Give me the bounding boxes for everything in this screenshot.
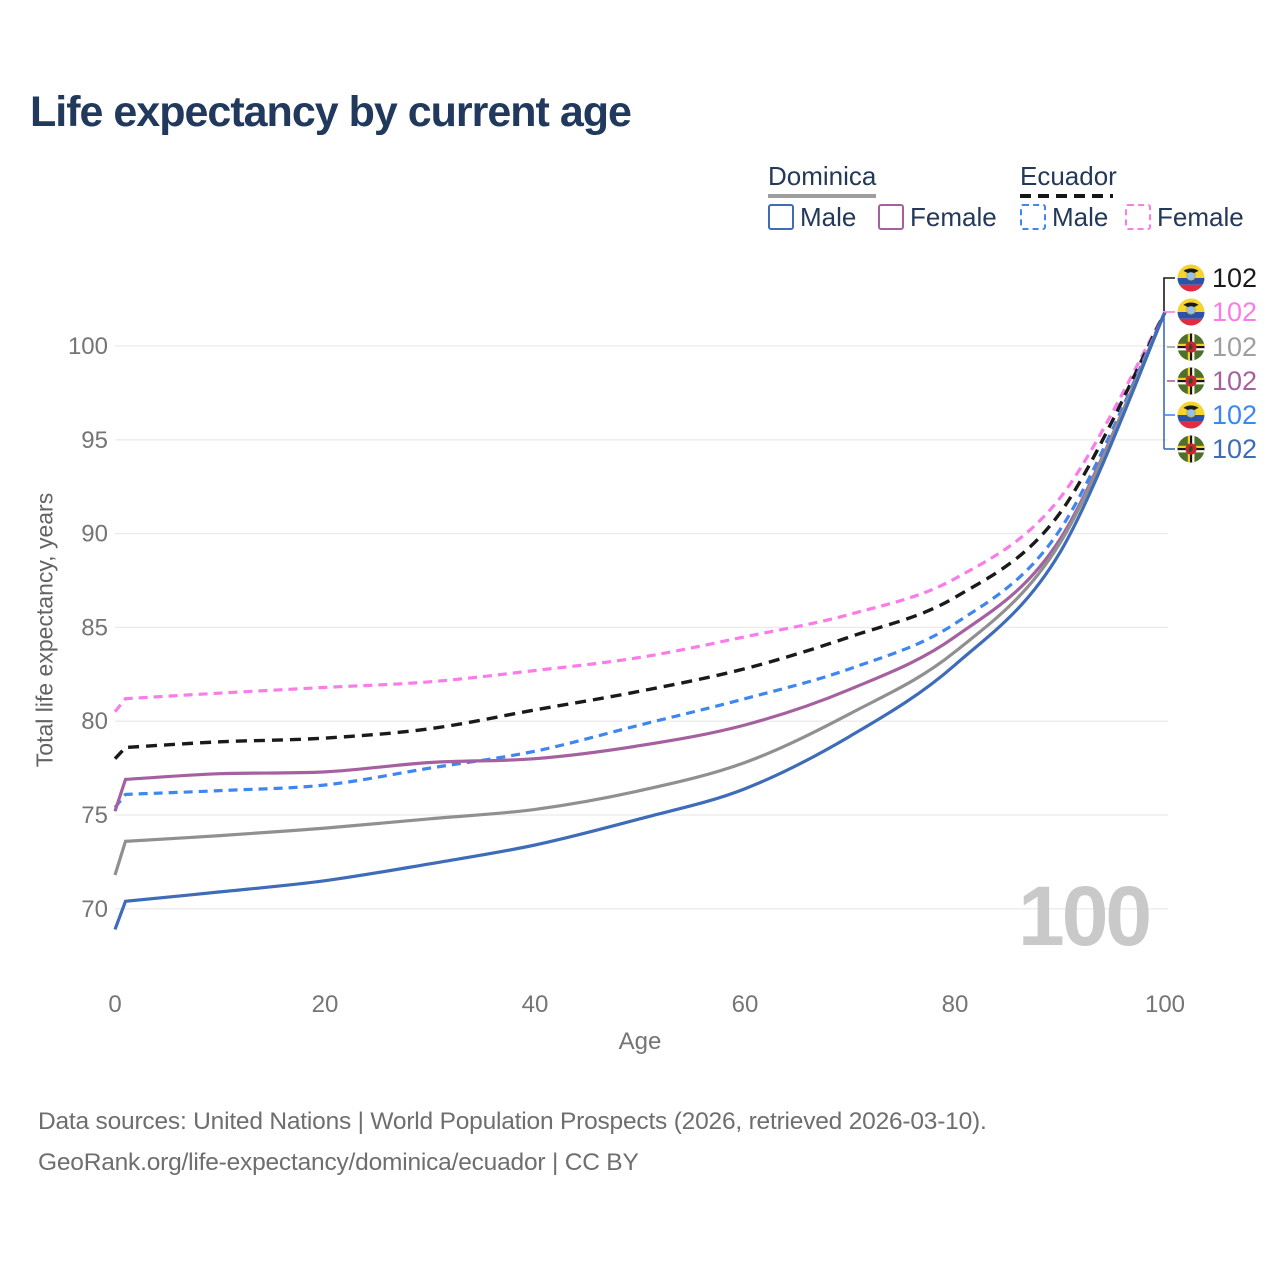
ecuador-female-swatch[interactable] — [1125, 204, 1151, 230]
series-line-ecuador-female[interactable] — [113, 311, 1167, 713]
series-line-ecuador-male[interactable] — [113, 311, 1167, 809]
legend-country-ecuador[interactable]: Ecuador — [1020, 161, 1117, 191]
ecuador-flag-icon — [1177, 298, 1205, 326]
data-sources: Data sources: United Nations | World Pop… — [38, 1108, 987, 1135]
y-tick-90: 90 — [81, 521, 108, 548]
end-label-value: 102 — [1212, 434, 1257, 464]
end-label-dominica-male[interactable] — [1177, 435, 1205, 463]
x-tick-20: 20 — [312, 991, 339, 1018]
x-tick-80: 80 — [942, 991, 969, 1018]
legend-item-ecuador-female[interactable]: Female — [1157, 202, 1244, 232]
series-line-dominica-both[interactable] — [113, 311, 1167, 876]
page-title: Life expectancy by current age — [30, 88, 632, 136]
y-tick-85: 85 — [81, 614, 108, 641]
hover-age-watermark: 100 — [1018, 869, 1152, 963]
ecuador-line-swatch — [1020, 194, 1113, 198]
y-tick-95: 95 — [81, 427, 108, 454]
end-label-value: 102 — [1212, 297, 1257, 327]
dominica-male-swatch[interactable] — [768, 204, 794, 230]
dominica-flag-icon — [1177, 333, 1205, 361]
legend-item-dominica-male[interactable]: Male — [800, 202, 857, 232]
x-axis-title: Age — [618, 1028, 662, 1055]
x-tick-40: 40 — [522, 991, 549, 1018]
dominica-line-swatch — [768, 194, 876, 198]
dominica-flag-icon — [1177, 435, 1205, 463]
end-label-dominica-both[interactable] — [1177, 333, 1205, 361]
end-label-ecuador-male[interactable] — [1177, 401, 1205, 429]
end-label-ecuador-both[interactable] — [1177, 264, 1205, 292]
series-line-ecuador-both[interactable] — [113, 311, 1167, 760]
end-label-value: 102 — [1212, 366, 1257, 396]
ecuador-flag-icon — [1177, 264, 1205, 292]
end-label-value: 102 — [1212, 332, 1257, 362]
end-label-dominica-female[interactable] — [1177, 367, 1205, 395]
ecuador-flag-icon — [1177, 401, 1205, 429]
legend-item-ecuador-male[interactable]: Male — [1052, 202, 1109, 232]
series-line-dominica-female[interactable] — [113, 311, 1167, 812]
y-tick-75: 75 — [81, 802, 108, 829]
legend-country-dominica[interactable]: Dominica — [768, 161, 877, 191]
end-label-value: 102 — [1212, 400, 1257, 430]
y-tick-100: 100 — [68, 333, 108, 360]
end-label-leader — [1163, 277, 1175, 311]
end-label-value: 102 — [1212, 263, 1257, 293]
x-tick-100: 100 — [1145, 991, 1185, 1018]
end-label-ecuador-female[interactable] — [1177, 298, 1205, 326]
y-tick-70: 70 — [81, 896, 108, 923]
x-tick-60: 60 — [732, 991, 759, 1018]
y-tick-80: 80 — [81, 708, 108, 735]
series-line-dominica-male[interactable] — [113, 311, 1167, 930]
attribution: GeoRank.org/life-expectancy/dominica/ecu… — [38, 1149, 639, 1176]
dominica-flag-icon — [1177, 367, 1205, 395]
dominica-female-swatch[interactable] — [878, 204, 904, 230]
x-tick-0: 0 — [108, 991, 121, 1018]
ecuador-male-swatch[interactable] — [1020, 204, 1046, 230]
legend-item-dominica-female[interactable]: Female — [910, 202, 997, 232]
